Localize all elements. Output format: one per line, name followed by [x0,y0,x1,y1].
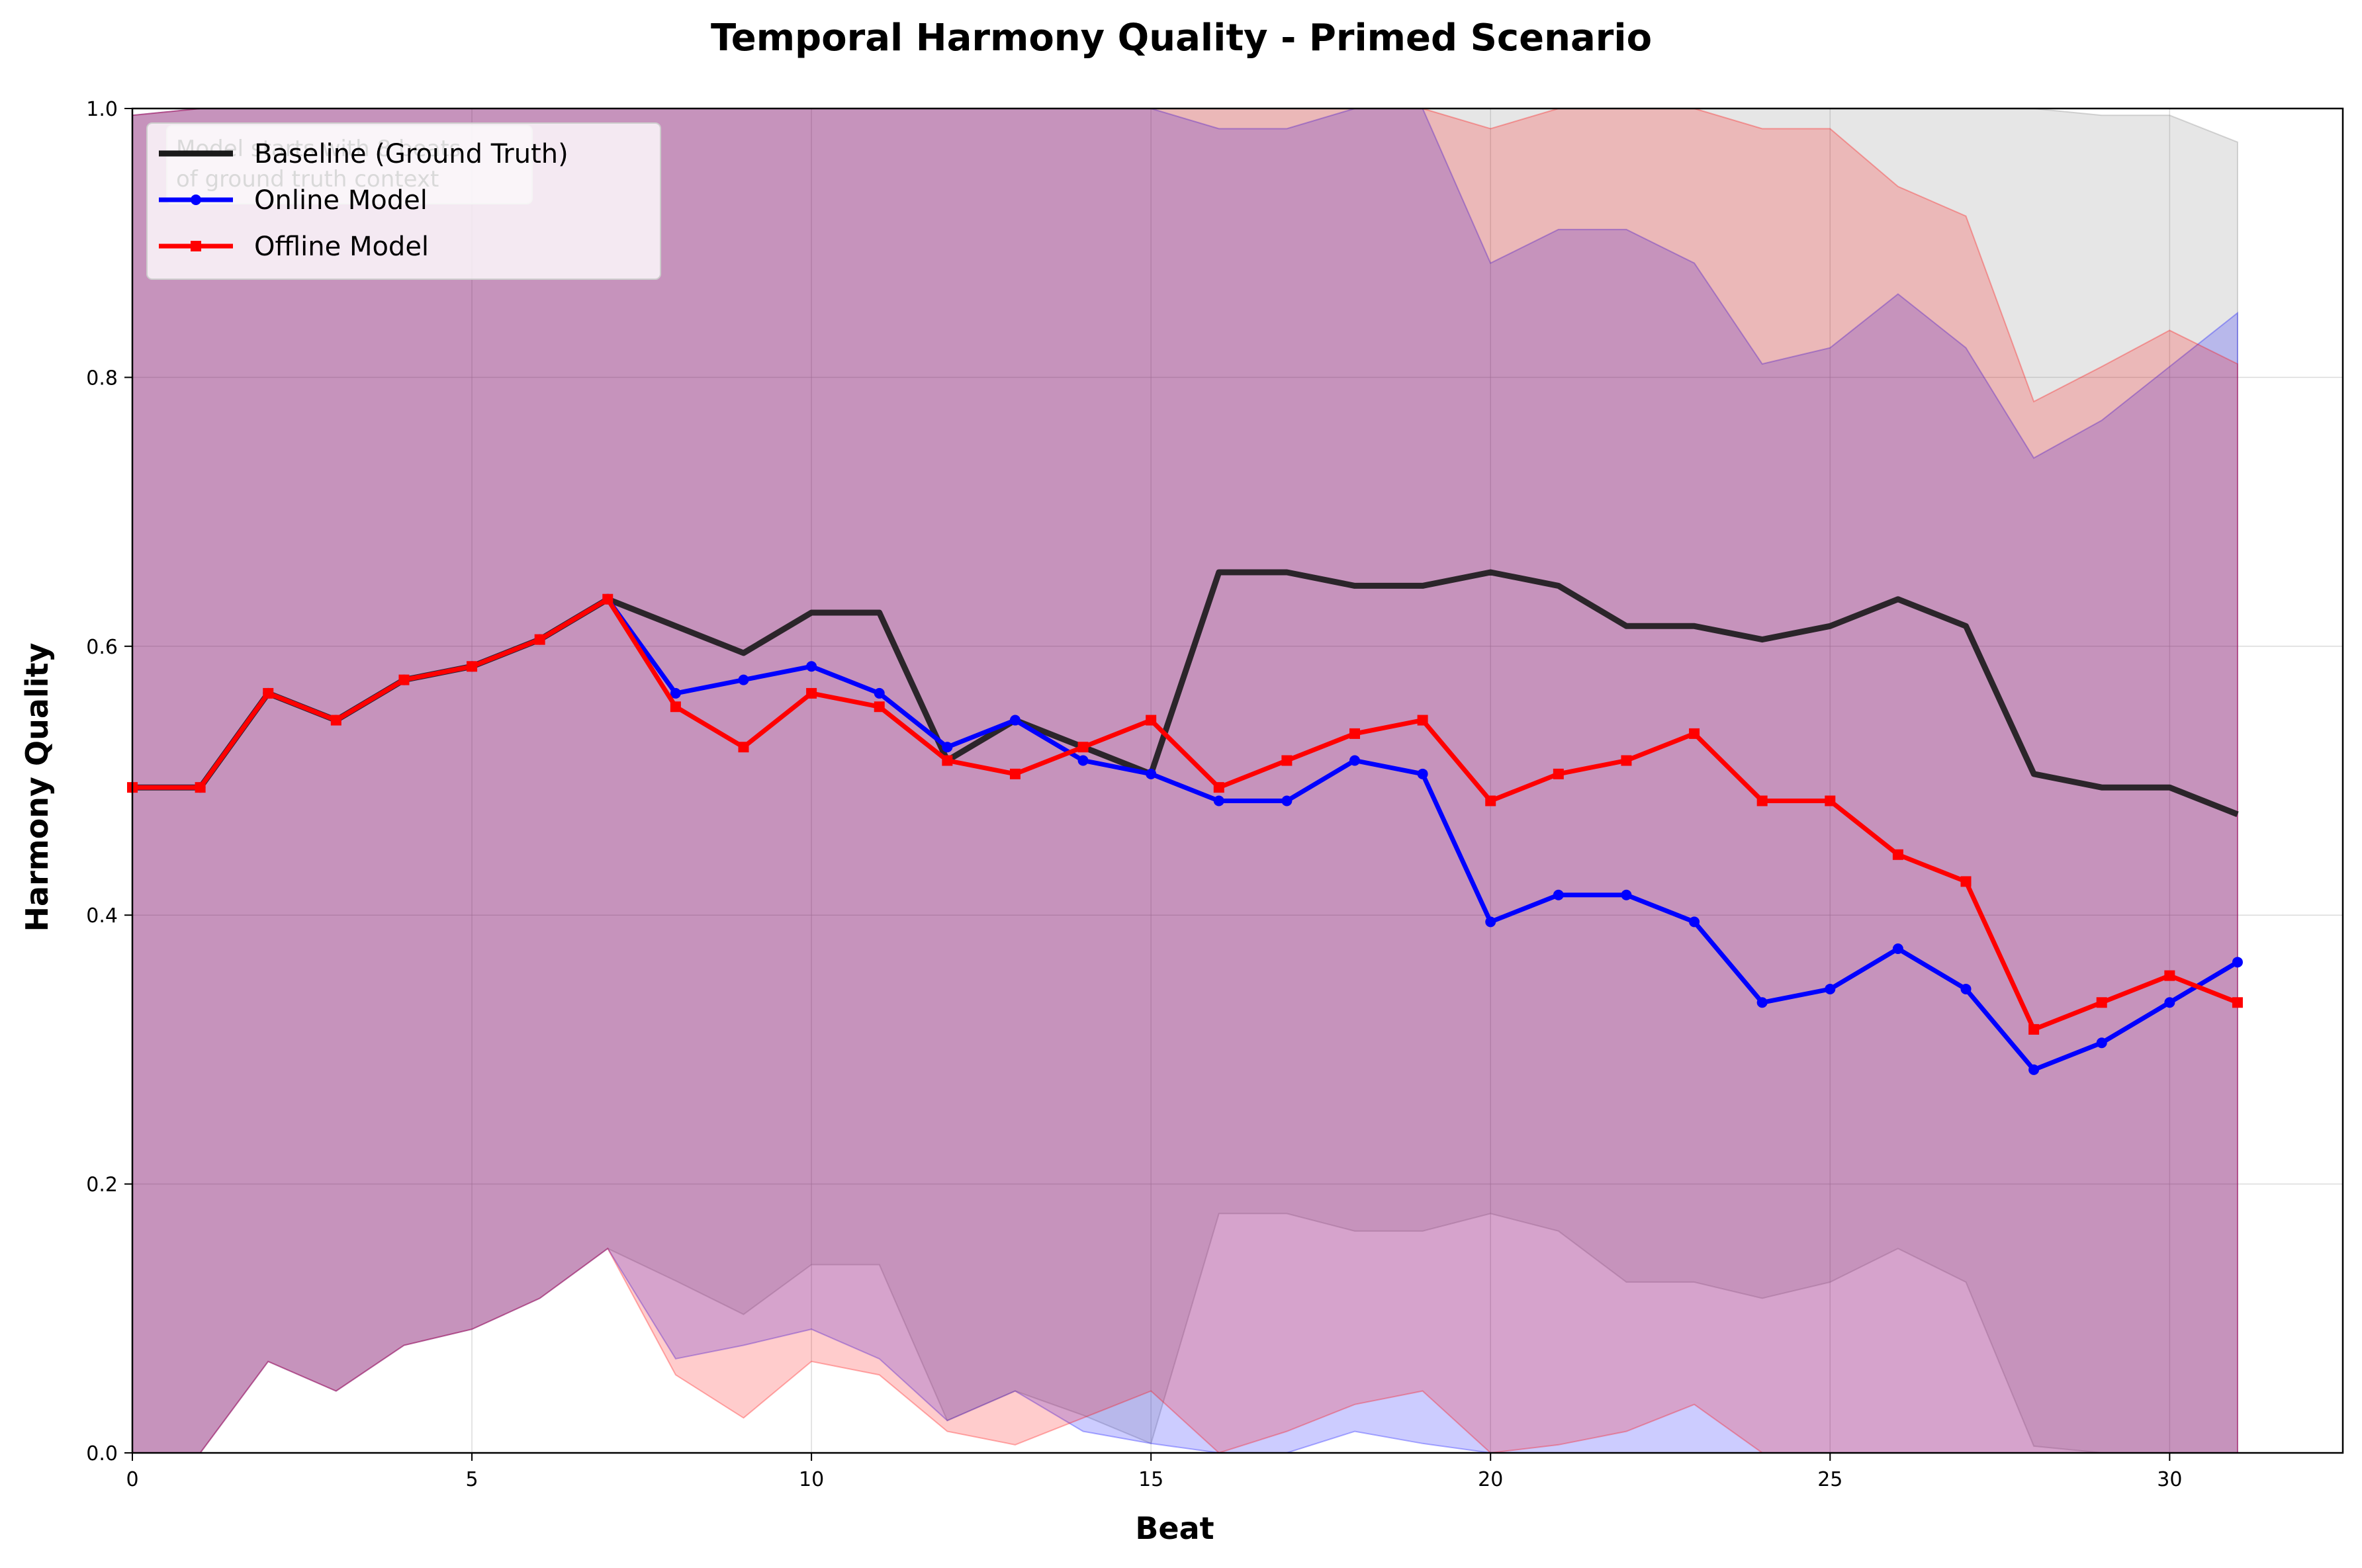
data-point [670,701,681,713]
data-point [738,674,749,685]
data-point [1553,768,1564,779]
data-point [2096,997,2107,1008]
data-point [2096,1037,2107,1049]
data-point [1281,795,1293,806]
data-point [398,674,410,685]
data-point [1146,715,1157,726]
data-point [1960,983,1972,994]
x-tick-label: 0 [126,1468,138,1491]
confidence-band-3 [132,108,2238,1454]
data-point [1349,728,1361,739]
data-point [1281,755,1293,766]
y-tick-label: 0.2 [86,1174,118,1197]
data-point [1892,849,1903,860]
legend-label: Offline Model [254,232,429,262]
data-point [1689,728,1700,739]
data-point [1077,755,1089,766]
data-point [1009,768,1021,779]
legend: Baseline (Ground Truth) Online Model Offli… [146,122,661,280]
data-point [467,661,478,672]
y-tick-label: 0.4 [86,904,118,928]
legend-label: Baseline (Ground Truth) [254,139,568,169]
data-point [874,701,885,713]
data-point [1213,795,1224,806]
x-tick-label: 10 [799,1468,824,1491]
axis-ticks: 0 5 10 15 20 25 30 0.0 0.2 0.4 0.6 0.8 1.0 [86,98,2182,1491]
data-point [1553,889,1564,900]
data-point [1485,795,1496,806]
y-tick-label: 1.0 [86,98,118,121]
data-point [1689,916,1700,928]
data-point [1892,943,1903,954]
data-point [874,687,885,699]
data-point [602,593,613,605]
data-point [738,742,749,753]
x-tick-label: 15 [1138,1468,1163,1491]
x-axis-label: Beat [1135,1510,1214,1546]
data-point [1213,782,1224,793]
x-tick-label: 25 [1817,1468,1842,1491]
data-point [1621,755,1632,766]
data-point [330,715,341,726]
chart-title: Temporal Harmony Quality - Primed Scenar… [711,17,1652,60]
y-tick-label: 0.0 [86,1442,118,1465]
data-point [2232,997,2243,1008]
data-point [1756,795,1768,806]
data-point [806,687,817,699]
data-point [1417,768,1428,779]
data-point [263,687,274,699]
data-point [806,661,817,672]
legend-marker [191,241,201,251]
y-axis-label: Harmony Quality [19,643,55,932]
data-point [1349,755,1361,766]
y-tick-label: 0.8 [86,367,118,390]
data-point [2164,997,2175,1008]
data-point [2232,957,2243,968]
data-point [1417,715,1428,726]
data-point [2164,970,2175,981]
data-point [2028,1024,2040,1035]
data-point [1009,715,1021,726]
data-point [1146,768,1157,779]
x-tick-label: 20 [1478,1468,1503,1491]
y-tick-label: 0.6 [86,636,118,659]
data-point [1077,742,1089,753]
legend-label: Online Model [254,185,428,216]
x-tick-label: 5 [466,1468,478,1491]
data-point [1960,876,1972,887]
series-line-3 [132,597,2239,1032]
x-tick-label: 30 [2157,1468,2182,1491]
legend-box [146,122,661,280]
data-lines [127,569,2243,1075]
data-point [534,634,545,645]
confidence-bands [132,108,2238,1454]
data-point [195,782,206,793]
legend-marker [191,195,201,205]
data-point [1756,997,1768,1008]
data-point [2028,1064,2040,1075]
data-point [1825,983,1836,994]
data-point [1621,889,1632,900]
data-point [942,755,953,766]
data-point [670,687,681,699]
data-point [942,742,953,753]
plot-frame [131,107,2344,1454]
data-point [1485,916,1496,928]
data-point [1825,795,1836,806]
